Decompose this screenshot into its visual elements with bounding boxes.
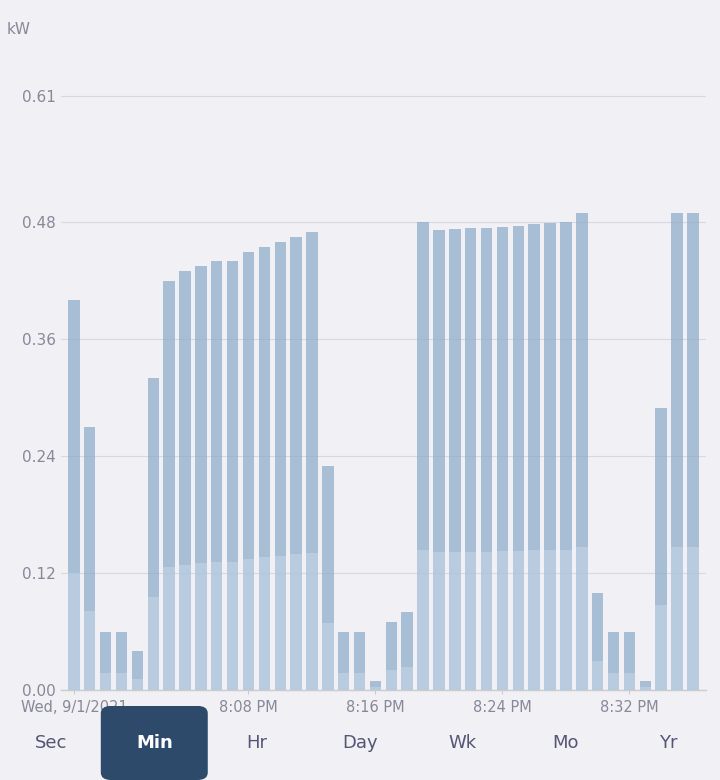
- Bar: [513, 226, 524, 690]
- Bar: [449, 229, 461, 690]
- Bar: [290, 555, 302, 690]
- Bar: [418, 550, 429, 690]
- Bar: [513, 551, 524, 690]
- Bar: [290, 237, 302, 690]
- Bar: [100, 672, 112, 690]
- Text: kW: kW: [6, 22, 30, 37]
- Bar: [258, 557, 270, 690]
- Bar: [624, 672, 635, 690]
- Bar: [497, 227, 508, 690]
- Bar: [274, 555, 286, 690]
- Bar: [116, 672, 127, 690]
- Bar: [338, 672, 349, 690]
- Bar: [528, 551, 540, 690]
- Text: Yr: Yr: [660, 734, 678, 752]
- Text: Sec: Sec: [35, 734, 68, 752]
- Bar: [163, 281, 175, 690]
- Bar: [258, 246, 270, 690]
- Bar: [211, 261, 222, 690]
- Bar: [227, 562, 238, 690]
- Bar: [592, 593, 603, 690]
- Bar: [481, 551, 492, 690]
- Bar: [639, 680, 651, 690]
- Bar: [687, 547, 698, 690]
- Bar: [687, 213, 698, 690]
- Bar: [163, 568, 175, 690]
- Text: Mo: Mo: [552, 734, 579, 752]
- Bar: [592, 661, 603, 690]
- Bar: [84, 427, 96, 690]
- Bar: [322, 466, 333, 690]
- Text: Min: Min: [136, 734, 173, 752]
- Bar: [370, 687, 381, 690]
- Bar: [576, 547, 588, 690]
- Bar: [386, 670, 397, 690]
- Bar: [132, 651, 143, 690]
- Bar: [544, 223, 556, 690]
- Bar: [402, 612, 413, 690]
- Bar: [433, 552, 445, 690]
- Bar: [211, 562, 222, 690]
- Bar: [544, 550, 556, 690]
- Bar: [116, 632, 127, 690]
- Bar: [465, 229, 477, 690]
- Bar: [179, 271, 191, 690]
- Bar: [465, 551, 477, 690]
- Bar: [68, 300, 80, 690]
- Bar: [322, 623, 333, 690]
- Bar: [306, 553, 318, 690]
- Bar: [354, 672, 365, 690]
- Bar: [671, 213, 683, 690]
- Bar: [195, 563, 207, 690]
- Bar: [227, 261, 238, 690]
- Bar: [243, 252, 254, 690]
- Bar: [179, 565, 191, 690]
- Bar: [68, 573, 80, 690]
- Bar: [100, 632, 112, 690]
- Text: Wk: Wk: [449, 734, 477, 752]
- Bar: [354, 632, 365, 690]
- Bar: [560, 550, 572, 690]
- Bar: [481, 229, 492, 690]
- Bar: [608, 632, 619, 690]
- Bar: [576, 213, 588, 690]
- Bar: [84, 612, 96, 690]
- Bar: [655, 408, 667, 690]
- Bar: [449, 552, 461, 690]
- Bar: [195, 266, 207, 690]
- Bar: [132, 679, 143, 690]
- Bar: [639, 687, 651, 690]
- Bar: [671, 547, 683, 690]
- Bar: [560, 222, 572, 690]
- Bar: [370, 680, 381, 690]
- Bar: [528, 225, 540, 690]
- Bar: [418, 222, 429, 690]
- Bar: [497, 551, 508, 690]
- Bar: [306, 232, 318, 690]
- Bar: [402, 667, 413, 690]
- Bar: [148, 378, 159, 690]
- Bar: [386, 622, 397, 690]
- FancyBboxPatch shape: [101, 706, 208, 780]
- Text: Day: Day: [342, 734, 378, 752]
- Bar: [433, 230, 445, 690]
- Bar: [624, 632, 635, 690]
- Bar: [243, 558, 254, 690]
- Bar: [655, 605, 667, 690]
- Text: Hr: Hr: [247, 734, 268, 752]
- Bar: [148, 597, 159, 690]
- Bar: [608, 672, 619, 690]
- Bar: [338, 632, 349, 690]
- Bar: [274, 242, 286, 690]
